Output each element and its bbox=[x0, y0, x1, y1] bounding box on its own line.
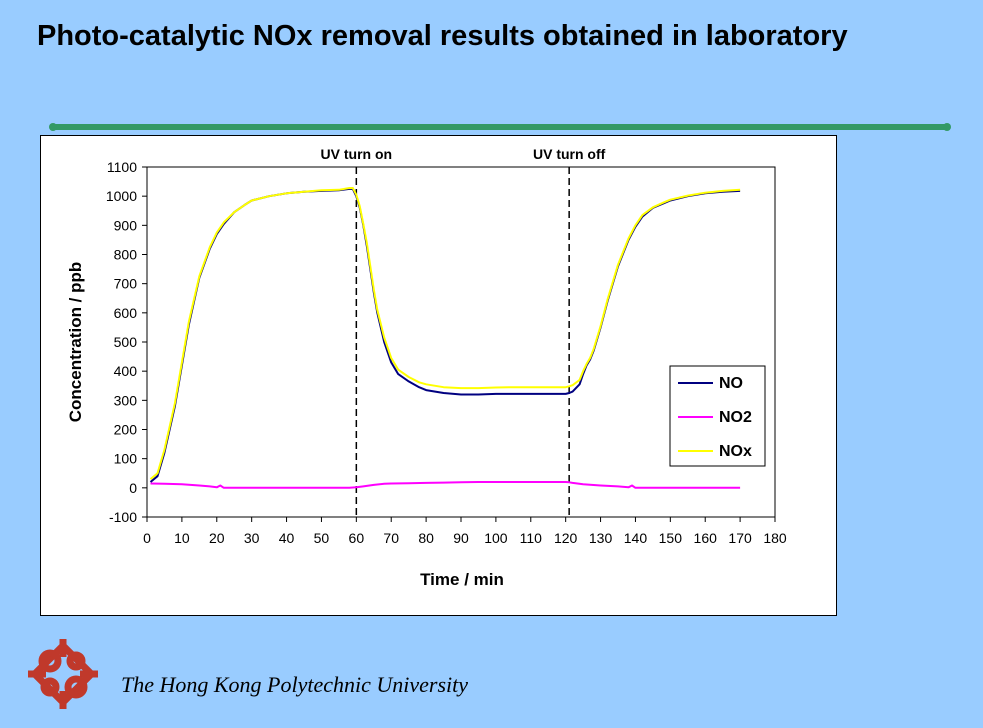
uv-annotation-label: UV turn on bbox=[321, 146, 393, 162]
x-tick-label: 0 bbox=[143, 530, 151, 546]
y-tick-label: 500 bbox=[114, 334, 138, 350]
y-tick-label: 1000 bbox=[106, 188, 137, 204]
x-tick-label: 150 bbox=[659, 530, 683, 546]
x-tick-label: 60 bbox=[349, 530, 365, 546]
x-tick-label: 110 bbox=[520, 530, 543, 546]
polyu-logo-icon bbox=[28, 639, 98, 709]
legend-label-no: NO bbox=[719, 375, 743, 392]
y-tick-label: 1100 bbox=[107, 159, 137, 175]
y-tick-label: 800 bbox=[114, 247, 138, 263]
x-axis-label: Time / min bbox=[420, 570, 504, 589]
y-tick-label: 100 bbox=[114, 451, 138, 467]
y-tick-label: 300 bbox=[114, 392, 138, 408]
y-tick-label: 400 bbox=[114, 363, 138, 379]
x-tick-label: 20 bbox=[209, 530, 225, 546]
y-tick-label: 200 bbox=[114, 422, 138, 438]
x-tick-label: 30 bbox=[244, 530, 260, 546]
uv-annotation-label: UV turn off bbox=[533, 146, 606, 162]
y-tick-label: -100 bbox=[109, 509, 137, 525]
y-tick-label: 0 bbox=[129, 480, 137, 496]
title-divider bbox=[49, 123, 951, 131]
series-line-no2 bbox=[150, 481, 741, 489]
x-tick-label: 140 bbox=[624, 530, 648, 546]
x-tick-label: 90 bbox=[453, 530, 469, 546]
y-tick-label: 900 bbox=[114, 217, 138, 233]
x-tick-label: 10 bbox=[174, 530, 190, 546]
slide-title: Photo-catalytic NOx removal results obta… bbox=[37, 20, 848, 52]
legend-label-nox: NOx bbox=[719, 443, 752, 460]
x-tick-label: 120 bbox=[554, 530, 578, 546]
series-line-nox bbox=[149, 187, 741, 480]
x-tick-label: 180 bbox=[763, 530, 787, 546]
chart-panel: -100 0 100 200 300 400 500 600 700 800 900 1000 1100… bbox=[40, 135, 837, 616]
x-tick-label: 40 bbox=[279, 530, 295, 546]
y-tick-label: 600 bbox=[114, 305, 138, 321]
x-tick-label: 130 bbox=[589, 530, 613, 546]
x-tick-label: 80 bbox=[418, 530, 434, 546]
y-tick-label: 700 bbox=[114, 276, 138, 292]
legend-label-no2: NO2 bbox=[719, 409, 752, 426]
x-tick-label: 50 bbox=[314, 530, 330, 546]
line-chart: -100010020030040050060070080090010001100… bbox=[66, 146, 787, 589]
x-tick-label: 160 bbox=[694, 530, 718, 546]
legend: NO NO2 NOx bbox=[669, 365, 766, 467]
university-name: The Hong Kong Polytechnic University bbox=[121, 672, 469, 697]
x-tick-label: 100 bbox=[484, 530, 508, 546]
y-axis-label: Concentration / ppb bbox=[66, 262, 85, 423]
x-tick-label: 70 bbox=[383, 530, 399, 546]
x-tick-label: 170 bbox=[728, 530, 752, 546]
